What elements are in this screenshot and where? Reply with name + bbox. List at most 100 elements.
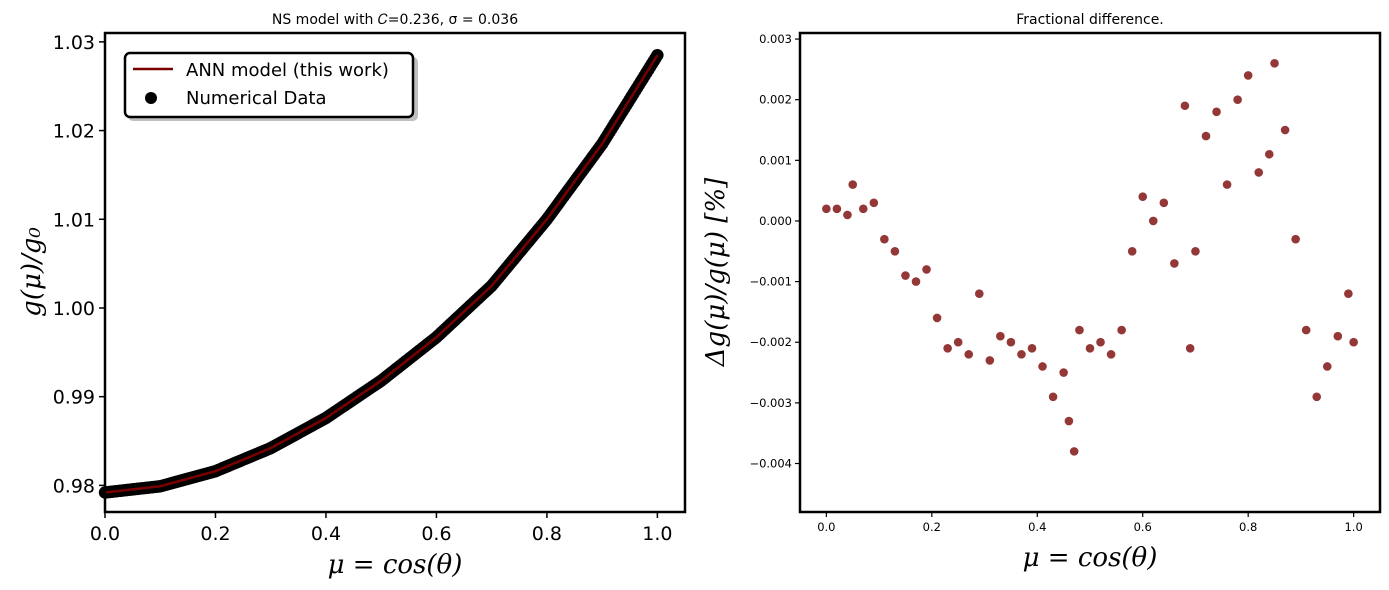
left-chart: NS model with 𝐶=0.236, σ = 0.036 0.980.9… [17, 12, 687, 580]
fractional-difference-point [1264, 149, 1274, 159]
fractional-difference-point [1006, 337, 1016, 347]
fractional-difference-point [843, 210, 852, 220]
fractional-difference-point [1017, 350, 1026, 359]
fractional-difference-point [822, 204, 831, 214]
fractional-difference-point [953, 337, 963, 347]
fractional-difference-point [1222, 180, 1232, 189]
fractional-difference-point [1159, 198, 1169, 208]
right-y-axis-label: Δg(μ)/g(μ) [%] [701, 177, 731, 367]
left-x-tick-label: 0.0 [90, 523, 120, 545]
numerical-data-point [651, 48, 664, 62]
left-legend: ANN model (this work) Numerical Data [123, 51, 418, 121]
legend-item-numerical: Numerical Data [186, 88, 327, 109]
fractional-difference-point [832, 204, 842, 214]
right-x-tick-label: 0.4 [1028, 520, 1046, 534]
right-x-tick-label: 0.2 [923, 520, 941, 534]
left-x-axis-label: μ = cos(θ) [328, 550, 463, 580]
right-x-ticks: 0.0 0.2 0.4 0.6 0.8 1.0 [817, 512, 1363, 534]
right-axes-frame [798, 31, 1382, 514]
fractional-difference-point [1059, 368, 1068, 377]
left-marks [98, 48, 664, 499]
left-x-tick-label: 0.6 [421, 523, 451, 545]
right-y-tick-label: −0.004 [749, 456, 792, 470]
fractional-difference-point [1106, 350, 1116, 359]
fractional-difference-point [922, 265, 931, 274]
right-chart-title: Fractional difference. [1016, 12, 1164, 28]
fractional-difference-point [1170, 259, 1179, 268]
left-x-tick-label: 0.4 [311, 523, 341, 545]
fractional-difference-point [1038, 362, 1047, 371]
right-x-tick-label: 0.8 [1239, 520, 1257, 534]
fractional-difference-point [1191, 246, 1200, 256]
fractional-difference-point [985, 356, 995, 365]
right-y-tick-label: 0.000 [759, 214, 792, 228]
fractional-difference-point [996, 331, 1005, 341]
fractional-difference-point [1243, 71, 1253, 80]
left-y-tick-label: 1.03 [53, 32, 95, 54]
fractional-difference-point [1027, 343, 1037, 353]
fractional-difference-point [1280, 125, 1290, 135]
left-x-tick-label: 0.2 [200, 523, 230, 545]
fractional-difference-point [1233, 95, 1242, 104]
fractional-difference-point [1048, 392, 1058, 402]
fractional-difference-point [1312, 392, 1322, 402]
fractional-difference-point [1349, 337, 1358, 347]
fractional-difference-point [1291, 234, 1300, 244]
legend-box [123, 51, 415, 119]
left-y-tick-label: 0.98 [53, 475, 95, 497]
fractional-difference-point [880, 234, 889, 244]
left-y-tick-label: 1.00 [53, 298, 95, 320]
right-x-tick-label: 0.0 [817, 520, 835, 534]
fractional-difference-point [1127, 246, 1137, 256]
left-x-ticks: 0.0 0.2 0.4 0.6 0.8 1.0 [90, 512, 672, 545]
fractional-difference-point [848, 180, 858, 189]
fractional-difference-point [858, 204, 868, 214]
left-y-tick-label: 0.99 [53, 387, 95, 409]
fractional-difference-point [1344, 289, 1353, 299]
legend-item-ann: ANN model (this work) [186, 60, 389, 81]
left-x-tick-label: 1.0 [642, 523, 672, 545]
fractional-difference-point [1254, 168, 1264, 177]
fractional-difference-point [1075, 325, 1084, 335]
right-y-tick-label: −0.001 [749, 275, 792, 289]
fractional-difference-point [869, 198, 879, 208]
fractional-difference-point [1069, 447, 1079, 456]
fractional-difference-point [1322, 362, 1332, 371]
right-x-axis-label: μ = cos(θ) [1023, 543, 1158, 573]
right-chart: Fractional difference. −0.004 −0.003 −0.00… [701, 12, 1382, 573]
fractional-difference-point [1185, 343, 1195, 353]
fractional-difference-point [1270, 59, 1279, 68]
fractional-difference-point [1117, 325, 1126, 335]
fractional-difference-point [1148, 216, 1158, 226]
fractional-difference-point [1085, 343, 1095, 353]
right-y-tick-label: 0.002 [759, 93, 792, 107]
fractional-difference-point [1064, 416, 1074, 426]
fractional-difference-point [911, 277, 921, 286]
left-x-tick-label: 0.8 [532, 523, 562, 545]
fractional-difference-point [943, 343, 952, 353]
fractional-difference-point [1212, 107, 1221, 117]
fractional-difference-point [1096, 337, 1105, 347]
left-y-ticks: 0.98 0.99 1.00 1.01 1.02 1.03 [53, 32, 105, 497]
right-y-tick-label: 0.001 [759, 153, 792, 167]
fractional-difference-point [964, 350, 974, 359]
right-y-tick-label: −0.002 [749, 335, 792, 349]
left-y-tick-label: 1.01 [53, 209, 95, 231]
left-axes-frame [103, 31, 687, 514]
left-y-axis-label: g(μ)/g₀ [17, 227, 47, 317]
left-chart-title: NS model with 𝐶=0.236, σ = 0.036 [272, 12, 518, 28]
fractional-difference-point [1138, 192, 1148, 202]
left-y-tick-label: 1.02 [53, 121, 95, 143]
fractional-difference-point [1301, 325, 1311, 335]
fractional-difference-point [974, 289, 984, 299]
fractional-difference-point [1180, 101, 1190, 111]
fractional-difference-point [890, 246, 900, 256]
right-marks [822, 59, 1358, 456]
right-x-tick-label: 1.0 [1344, 520, 1362, 534]
right-y-tick-label: −0.003 [749, 396, 792, 410]
fractional-difference-point [901, 271, 910, 280]
right-y-tick-label: 0.003 [759, 32, 792, 46]
right-x-tick-label: 0.6 [1134, 520, 1152, 534]
fractional-difference-point [1201, 131, 1211, 141]
